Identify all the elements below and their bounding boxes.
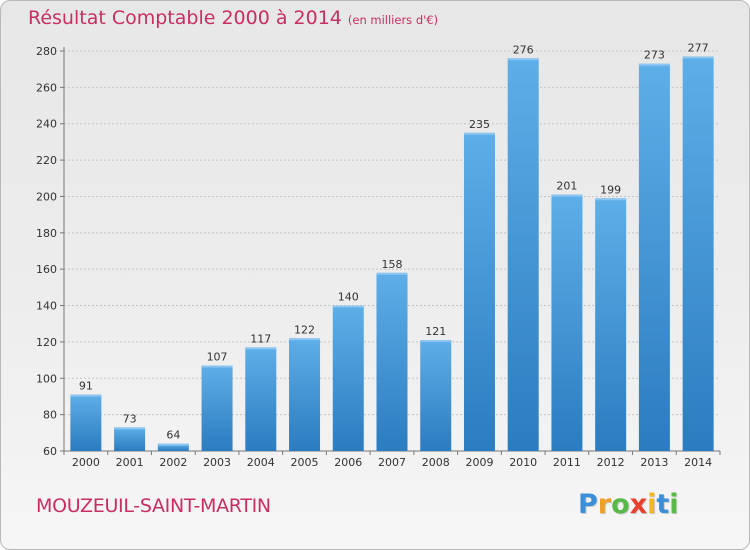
bar-highlight (463, 132, 495, 135)
bar-highlight (114, 427, 146, 430)
bar-highlight (245, 347, 277, 350)
data-label: 73 (123, 412, 137, 425)
data-label: 276 (513, 43, 534, 56)
data-label: 158 (382, 258, 403, 271)
x-tick-label: 2002 (159, 456, 187, 469)
data-label: 64 (166, 429, 180, 442)
y-tick-label: 60 (43, 445, 57, 458)
bar-highlight (507, 58, 539, 61)
logo-letter: i (669, 489, 679, 520)
logo-letter: t (656, 489, 670, 520)
bar (289, 338, 321, 451)
logo-letter: o (611, 489, 630, 520)
y-tick-label: 180 (36, 227, 57, 240)
y-axis-ticks: 60 80 100 120 140 160 180 200 220 240 260 280 (36, 45, 64, 458)
x-tick-label: 2010 (509, 456, 537, 469)
y-tick-label: 140 (36, 300, 57, 313)
bar (376, 272, 408, 451)
y-tick-label: 120 (36, 336, 57, 349)
y-tick-label: 220 (36, 154, 57, 167)
bar (420, 340, 452, 451)
y-tick-label: 160 (36, 263, 57, 276)
data-label: 140 (338, 291, 359, 304)
bar-highlight (595, 198, 627, 201)
x-tick-label: 2012 (597, 456, 625, 469)
chart-unit: (en milliers d'€) (347, 13, 439, 27)
logo-letter: x (629, 489, 648, 520)
x-tick-label: 2004 (247, 456, 275, 469)
y-tick-label: 100 (36, 372, 57, 385)
bar (595, 198, 627, 451)
logo-letter: i (647, 489, 657, 520)
data-label: 273 (644, 49, 665, 62)
x-tick-label: 2001 (116, 456, 144, 469)
x-tick-label: 2011 (553, 456, 581, 469)
proxiti-logo: Proxiti (578, 489, 679, 520)
bar-highlight (420, 340, 452, 343)
y-tick-label: 260 (36, 81, 57, 94)
x-axis-ticks: 2000 2001 2002 2003 2004 2005 2006 2007 2008 2009… (63, 451, 721, 469)
bar (332, 305, 364, 451)
bar-highlight (682, 56, 714, 59)
bar (114, 427, 146, 451)
bar (638, 63, 670, 452)
data-label: 199 (600, 183, 621, 196)
x-tick-label: 2007 (378, 456, 406, 469)
location-name: MOUZEUIL-SAINT-MARTIN (36, 495, 271, 517)
bar-highlight (201, 365, 233, 368)
logo-letter: P (578, 489, 598, 520)
chart-title-text: Résultat Comptable 2000 à 2014 (28, 7, 342, 29)
bar (245, 347, 277, 451)
bar (463, 132, 495, 451)
bar (507, 58, 539, 451)
bar-highlight (638, 63, 670, 66)
x-tick-label: 2003 (203, 456, 231, 469)
x-tick-label: 2008 (422, 456, 450, 469)
x-tick-label: 2006 (334, 456, 362, 469)
x-tick-label: 2000 (72, 456, 100, 469)
bar-highlight (289, 338, 321, 341)
x-tick-label: 2005 (291, 456, 319, 469)
y-tick-label: 280 (36, 45, 57, 58)
data-label: 121 (425, 325, 446, 338)
x-tick-label: 2009 (465, 456, 493, 469)
x-tick-label: 2013 (640, 456, 668, 469)
bar-highlight (376, 272, 408, 275)
bar (201, 365, 233, 451)
y-tick-label: 240 (36, 118, 57, 131)
data-label: 277 (688, 41, 709, 54)
chart-title: Résultat Comptable 2000 à 2014 (en millie… (28, 7, 438, 29)
logo-letter: r (597, 489, 612, 520)
bar-highlight (70, 394, 102, 397)
data-label: 107 (207, 351, 228, 364)
y-tick-label: 200 (36, 190, 57, 203)
data-label: 117 (250, 332, 271, 345)
data-label: 122 (294, 323, 315, 336)
bar (157, 443, 189, 451)
bar (682, 56, 714, 452)
y-tick-label: 80 (43, 409, 57, 422)
bar-highlight (157, 443, 189, 446)
data-label: 91 (79, 380, 93, 393)
bar (551, 194, 583, 452)
bar-highlight (551, 194, 583, 197)
data-label: 235 (469, 118, 490, 131)
bar (70, 394, 102, 451)
bar-highlight (332, 305, 364, 308)
data-label: 201 (556, 180, 577, 193)
bars (70, 56, 714, 452)
x-tick-label: 2014 (684, 456, 712, 469)
data-labels: 91 73 64 107 117 122 140 158 121 235 276 201 199 273 2… (79, 41, 709, 441)
